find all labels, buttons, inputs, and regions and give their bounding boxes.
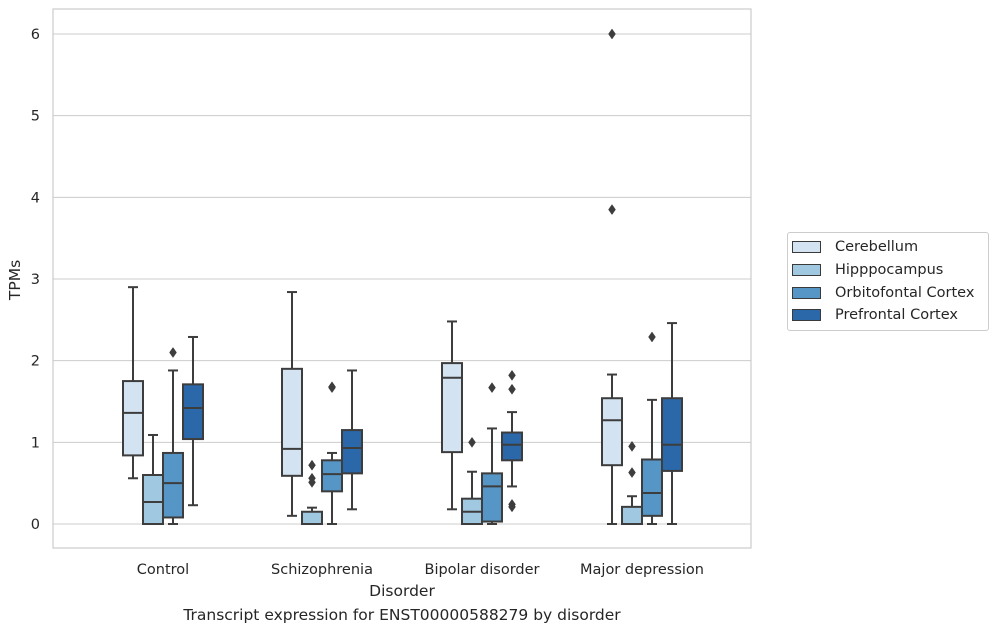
outlier-point [468,436,476,448]
legend-item: Orbitofontal Cortex [788,281,988,304]
iqr-box [162,451,184,519]
box-3-1 [341,369,363,511]
box-2-1 [321,381,343,525]
iqr-box [621,505,643,526]
x-axis-label: Disorder [369,582,435,600]
box-1-1 [301,459,323,526]
outlier-point [488,382,496,394]
box-1-0 [142,433,164,525]
iqr-box [182,383,204,441]
x-tick-label: Bipolar disorder [425,562,540,578]
outlier-point [608,28,616,40]
iqr-box [122,380,144,457]
y-tick-label: 4 [31,190,40,206]
y-tick-label: 2 [31,354,40,370]
plot-frame [52,8,752,549]
y-tick-label: 6 [31,27,40,43]
box-marks [122,28,683,526]
iqr-box [601,397,623,467]
box-0-3 [601,28,623,525]
box-0-2 [441,320,463,511]
box-0-0 [122,286,144,480]
iqr-box [441,362,463,454]
iqr-box [341,429,363,475]
outlier-point [328,382,336,394]
box-2-2 [481,382,503,525]
box-1-2 [461,436,483,526]
outlier-point [508,369,516,381]
y-tick-label: 3 [31,272,40,288]
iqr-box [142,473,164,525]
iqr-box [661,397,683,472]
iqr-box [321,459,343,493]
y-tick-label: 5 [31,109,40,125]
box-3-3 [661,322,683,525]
iqr-box [641,458,663,517]
axes: 0 1 2 3 4 5 6 Control Schizophrenia Bipolar disor… [31,8,752,578]
box-2-0 [162,347,184,525]
outlier-point [308,459,316,471]
box-0-1 [281,291,303,517]
legend-swatch [792,264,821,277]
legend-item: Hipppocampus [788,259,988,282]
legend-swatch [792,241,821,254]
legend-item: Cerebellum [788,236,988,259]
outlier-point [628,467,636,478]
y-tick-label: 1 [31,435,40,451]
box-1-3 [621,440,643,526]
x-tick-label: Schizophrenia [271,562,373,578]
legend-label: Prefrontal Cortex [835,307,958,324]
box-3-0 [182,335,204,507]
outlier-point [648,331,656,343]
grid-lines [53,33,751,525]
box-2-3 [641,331,663,525]
y-tick-label: 0 [31,517,40,533]
outlier-point [508,501,516,513]
iqr-box [501,431,523,462]
legend-swatch [792,309,821,322]
legend-label: Cerebellum [835,239,919,256]
x-tick-label: Control [137,562,189,578]
outlier-point [628,440,636,452]
outlier-point [508,383,516,395]
legend-swatch [792,286,821,299]
iqr-box [281,367,303,477]
legend-label: Hipppocampus [835,262,944,279]
outlier-point [169,347,177,358]
y-axis-label: TPMs [6,260,24,301]
iqr-box [481,472,503,523]
box-3-2 [501,369,523,513]
iqr-box [301,510,323,526]
outlier-point [308,476,316,488]
legend: Cerebellum Hipppocampus Orbitofontal Corte… [787,232,989,331]
legend-label: Orbitofontal Cortex [835,284,975,301]
chart-caption: Transcript expression for ENST0000058827… [183,606,621,624]
x-tick-label: Major depression [580,562,704,578]
legend-item: Prefrontal Cortex [788,304,988,327]
outlier-point [608,204,616,216]
